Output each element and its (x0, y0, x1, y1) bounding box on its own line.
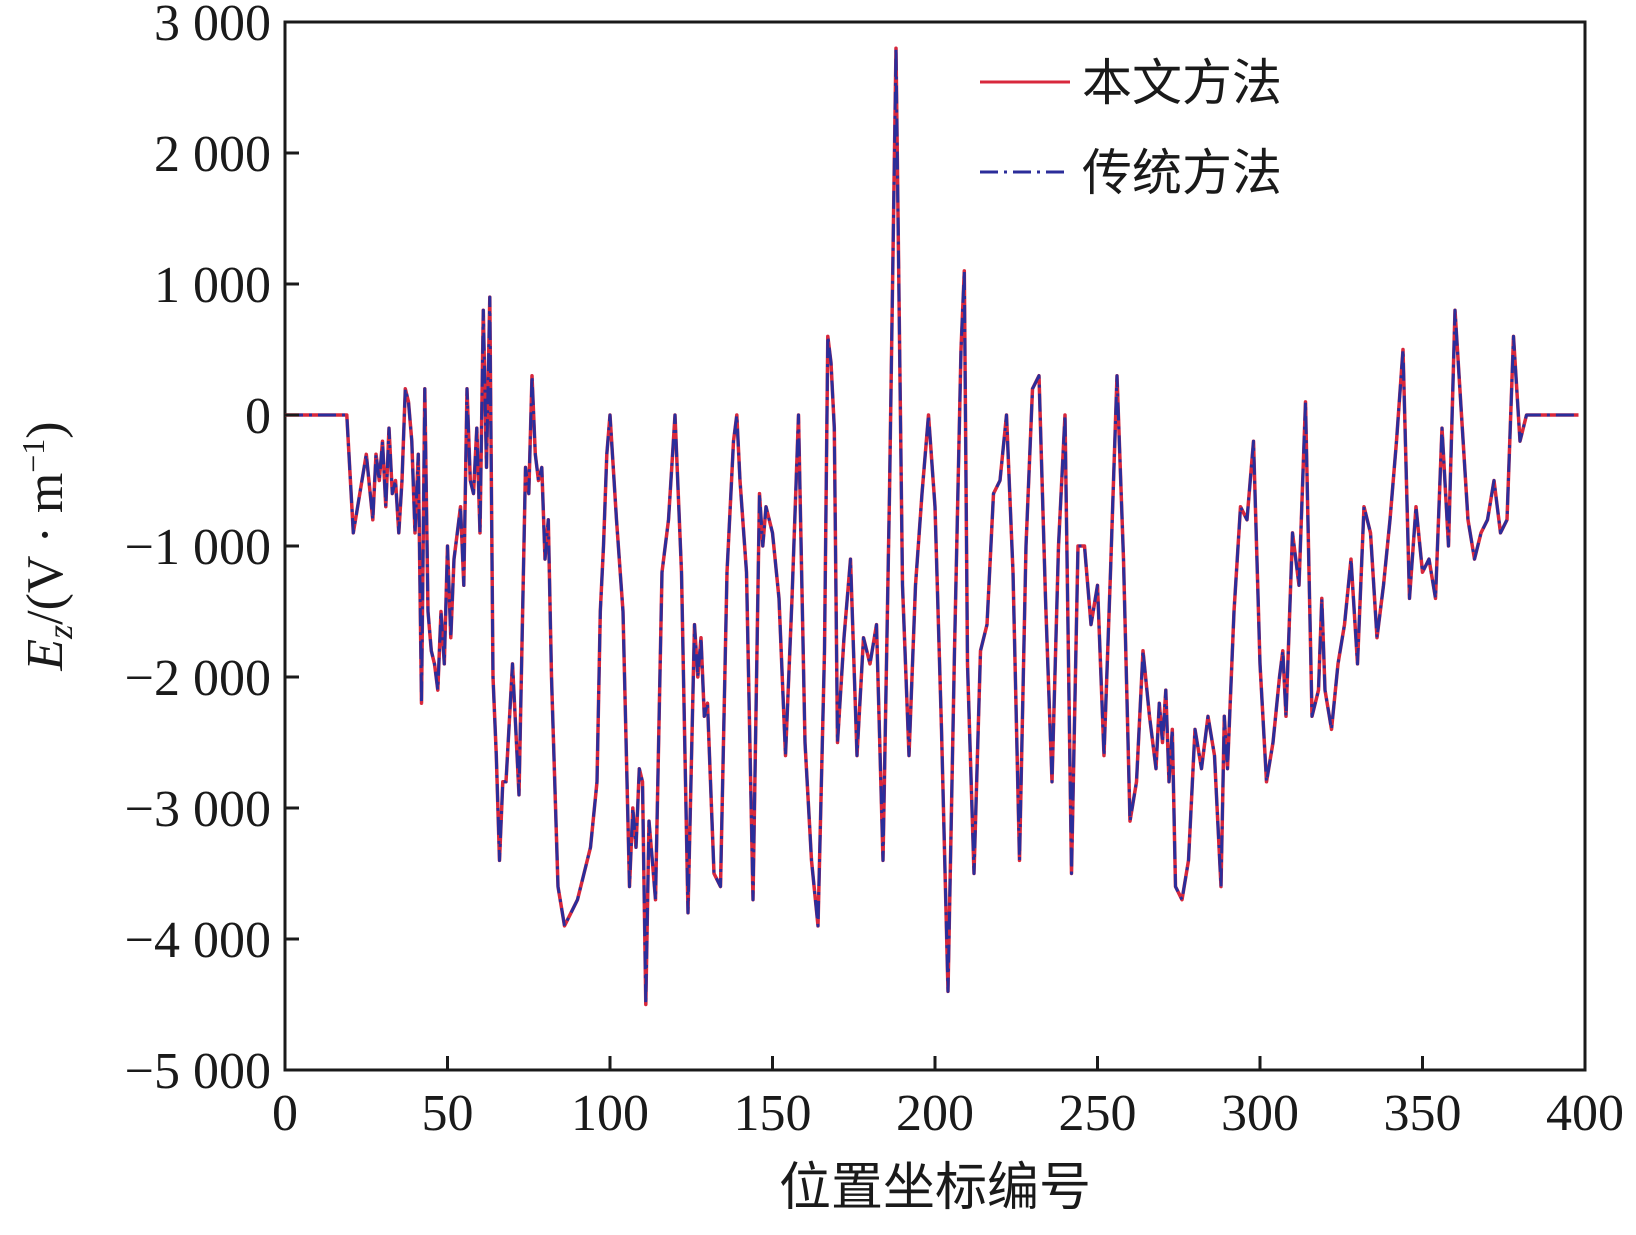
y-axis-title-subscript: z (40, 625, 80, 640)
x-tick-label: 150 (734, 1085, 812, 1142)
y-tick-label: 2 000 (154, 126, 271, 183)
x-tick-label: 250 (1059, 1085, 1137, 1142)
y-axis-title-unit: /(V · m (17, 473, 74, 625)
x-tick-label: 200 (896, 1085, 974, 1142)
legend-label-series-2: 传统方法 (1082, 144, 1282, 202)
legend-label-series-1: 本文方法 (1082, 54, 1282, 112)
x-tick-label: 100 (571, 1085, 649, 1142)
series-line-2 (285, 46, 1579, 1006)
y-tick-label: −1 000 (125, 519, 271, 576)
x-tick-label: 50 (422, 1085, 474, 1142)
y-tick-label: 3 000 (154, 0, 271, 52)
y-tick-label: −5 000 (125, 1043, 271, 1100)
y-tick-label: −4 000 (125, 912, 271, 969)
y-tick-label: 1 000 (154, 257, 271, 314)
y-tick-label: 0 (245, 388, 271, 445)
y-axis-title-close: ) (17, 421, 74, 438)
y-tick-label: −2 000 (125, 650, 271, 707)
y-tick-label: −3 000 (125, 781, 271, 838)
y-axis-title-superscript: −1 (15, 439, 51, 473)
x-tick-label: 0 (272, 1085, 298, 1142)
x-axis-title: 位置坐标编号 (779, 1158, 1091, 1218)
y-axis-title-symbol: E (17, 639, 74, 672)
legend: 本文方法 传统方法 (980, 54, 1282, 202)
x-tick-label: 350 (1384, 1085, 1462, 1142)
y-axis-title: Ez/(V · m−1) (15, 421, 80, 671)
x-tick-label: 300 (1221, 1085, 1299, 1142)
x-tick-label: 400 (1546, 1085, 1624, 1142)
